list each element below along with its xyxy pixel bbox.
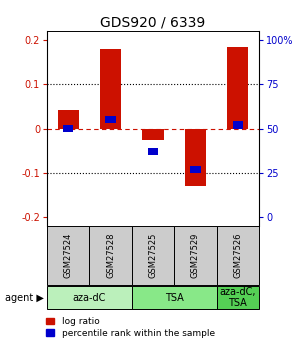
Legend: log ratio, percentile rank within the sample: log ratio, percentile rank within the sa… <box>45 316 216 339</box>
Title: GDS920 / 6339: GDS920 / 6339 <box>100 16 206 30</box>
Text: GSM27528: GSM27528 <box>106 233 115 278</box>
Bar <box>63 125 73 132</box>
Bar <box>217 226 259 285</box>
Bar <box>132 226 174 285</box>
Bar <box>148 148 158 155</box>
Bar <box>185 128 206 186</box>
Bar <box>47 286 132 309</box>
Bar <box>47 226 89 285</box>
Bar <box>190 166 201 173</box>
Bar <box>233 121 243 128</box>
Bar <box>100 49 121 128</box>
Bar <box>132 286 217 309</box>
Text: aza-dC: aza-dC <box>73 293 106 303</box>
Text: TSA: TSA <box>165 293 184 303</box>
Bar <box>217 286 259 309</box>
Text: GSM27526: GSM27526 <box>233 233 242 278</box>
Text: aza-dC,
TSA: aza-dC, TSA <box>220 287 256 308</box>
Bar <box>227 47 248 128</box>
Text: GSM27525: GSM27525 <box>148 233 158 278</box>
Text: GSM27529: GSM27529 <box>191 233 200 278</box>
Text: GSM27524: GSM27524 <box>64 233 73 278</box>
Text: agent ▶: agent ▶ <box>5 293 44 303</box>
Bar <box>58 110 79 128</box>
Bar <box>89 226 132 285</box>
Bar <box>105 116 116 123</box>
Bar <box>174 226 217 285</box>
Bar <box>142 128 164 140</box>
